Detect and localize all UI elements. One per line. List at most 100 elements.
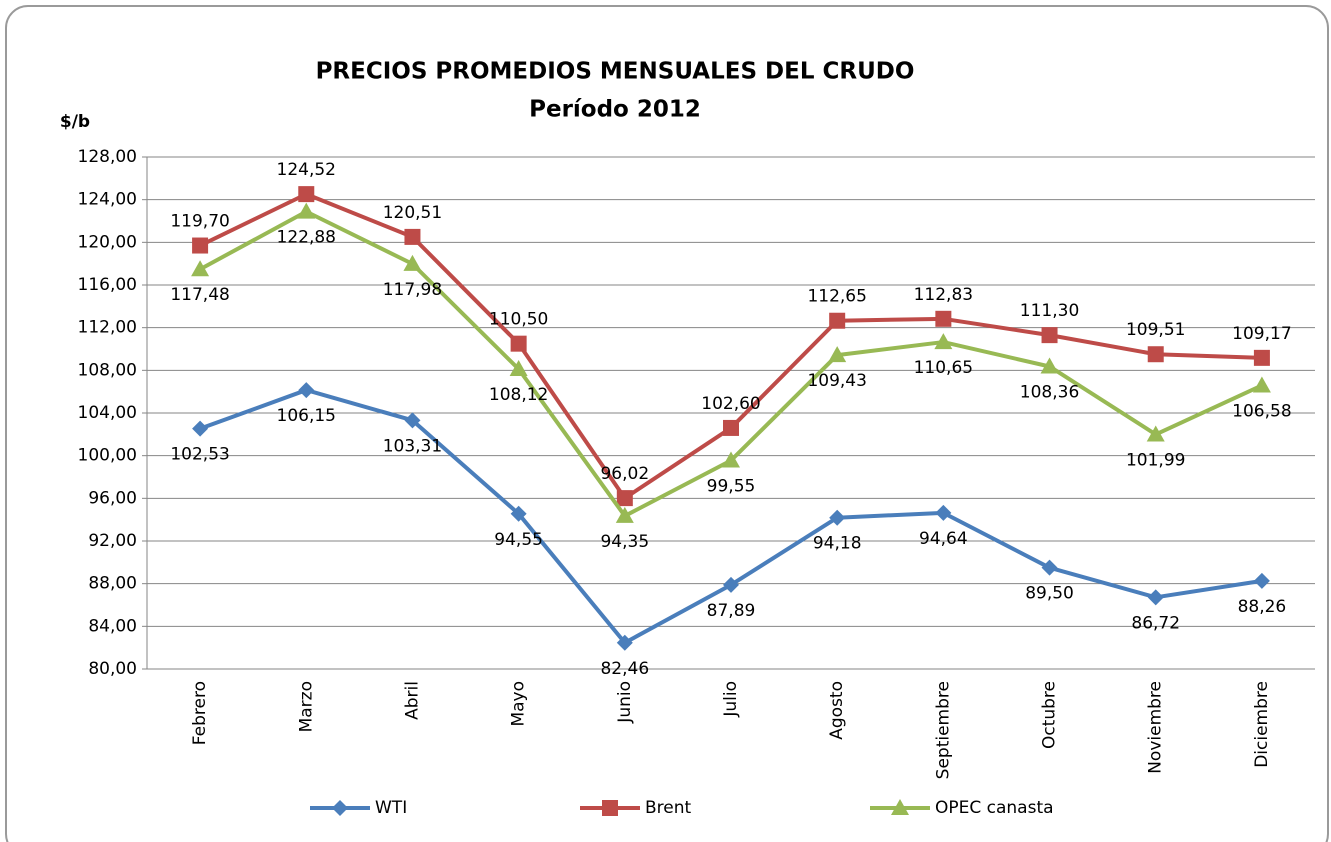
- marker: [404, 228, 421, 245]
- marker: [829, 509, 846, 526]
- marker: [723, 419, 739, 436]
- marker: [297, 202, 316, 219]
- data-label: 108,36: [1020, 382, 1079, 402]
- y-tick-label: 100,00: [78, 446, 137, 466]
- marker: [1146, 425, 1165, 442]
- legend-label: Brent: [645, 798, 692, 818]
- legend-label: WTI: [375, 798, 407, 818]
- data-label: 87,89: [707, 601, 756, 621]
- data-label: 112,83: [914, 285, 973, 305]
- x-tick-label: Marzo: [296, 681, 316, 732]
- marker: [891, 799, 909, 815]
- data-label: 106,58: [1232, 401, 1291, 421]
- x-tick-label: Septiembre: [933, 681, 953, 779]
- marker: [509, 360, 528, 377]
- marker: [191, 260, 210, 277]
- marker: [298, 382, 315, 399]
- data-label: 119,70: [170, 212, 229, 232]
- data-label: 89,50: [1025, 584, 1074, 604]
- data-label: 124,52: [277, 160, 336, 180]
- marker: [723, 576, 739, 593]
- marker: [332, 800, 348, 816]
- marker: [602, 800, 618, 816]
- marker: [1040, 357, 1059, 374]
- marker: [192, 237, 209, 254]
- marker: [829, 312, 846, 329]
- data-label: 110,65: [914, 358, 973, 378]
- data-label: 102,53: [170, 445, 229, 465]
- marker: [935, 310, 952, 327]
- y-tick-label: 84,00: [88, 616, 137, 636]
- data-label: 122,88: [277, 228, 336, 248]
- marker: [403, 254, 422, 271]
- data-label: 88,26: [1238, 597, 1287, 617]
- marker: [298, 186, 315, 203]
- y-tick-label: 108,00: [78, 360, 137, 380]
- x-tick-label: Diciembre: [1252, 681, 1272, 768]
- data-label: 94,35: [600, 532, 649, 552]
- x-tick-label: Junio: [615, 681, 635, 724]
- data-label: 99,55: [707, 476, 756, 496]
- data-label: 117,98: [383, 280, 442, 300]
- marker: [1041, 327, 1058, 344]
- marker: [1253, 572, 1270, 589]
- x-tick-label: Abril: [402, 681, 422, 720]
- marker: [192, 420, 209, 437]
- data-label: 94,18: [813, 534, 862, 554]
- data-label: 109,17: [1232, 324, 1291, 344]
- y-tick-label: 96,00: [88, 488, 137, 508]
- data-label: 109,51: [1126, 320, 1185, 340]
- data-label: 86,72: [1131, 613, 1180, 633]
- chart-subtitle: Período 2012: [529, 97, 701, 123]
- marker: [722, 451, 740, 468]
- data-label: 101,99: [1126, 450, 1185, 470]
- data-label: 103,31: [383, 436, 442, 456]
- data-label: 94,55: [494, 530, 543, 550]
- marker: [616, 490, 633, 507]
- legend-label: OPEC canasta: [935, 798, 1054, 818]
- marker: [828, 346, 847, 363]
- marker: [1041, 559, 1058, 576]
- chart-frame: [5, 5, 1329, 842]
- y-tick-label: 112,00: [78, 318, 137, 338]
- y-tick-label: 80,00: [88, 659, 137, 679]
- x-tick-label: Julio: [721, 681, 741, 718]
- data-label: 112,65: [807, 287, 866, 307]
- x-tick-label: Mayo: [509, 681, 529, 727]
- y-tick-label: 88,00: [88, 574, 137, 594]
- data-label: 102,60: [701, 394, 760, 414]
- y-tick-label: 104,00: [78, 403, 137, 423]
- marker: [615, 506, 634, 523]
- data-label: 82,46: [600, 659, 649, 679]
- data-label: 109,43: [807, 371, 866, 391]
- data-label: 96,02: [600, 464, 649, 484]
- y-axis-label: $/b: [60, 112, 90, 132]
- marker: [616, 634, 633, 651]
- marker: [935, 504, 952, 521]
- x-tick-label: Noviembre: [1146, 681, 1166, 774]
- marker: [1147, 346, 1164, 363]
- data-label: 94,64: [919, 529, 968, 549]
- marker: [404, 412, 421, 429]
- y-tick-label: 120,00: [78, 232, 137, 252]
- y-tick-label: 92,00: [88, 531, 137, 551]
- marker: [1147, 589, 1164, 606]
- chart-title: PRECIOS PROMEDIOS MENSUALES DEL CRUDO: [316, 59, 915, 85]
- data-label: 108,12: [489, 385, 548, 405]
- x-tick-label: Agosto: [827, 681, 847, 740]
- data-label: 110,50: [489, 310, 548, 330]
- y-tick-label: 116,00: [78, 275, 137, 295]
- marker: [510, 505, 527, 522]
- marker: [934, 333, 953, 350]
- marker: [1252, 376, 1271, 393]
- data-label: 120,51: [383, 203, 442, 223]
- data-label: 111,30: [1020, 301, 1079, 321]
- y-tick-label: 128,00: [78, 147, 137, 167]
- x-tick-label: Octubre: [1040, 681, 1060, 749]
- marker: [510, 335, 527, 352]
- marker: [1253, 349, 1270, 366]
- x-tick-label: Febrero: [190, 681, 210, 745]
- y-tick-label: 124,00: [78, 190, 137, 210]
- data-label: 117,48: [170, 285, 229, 305]
